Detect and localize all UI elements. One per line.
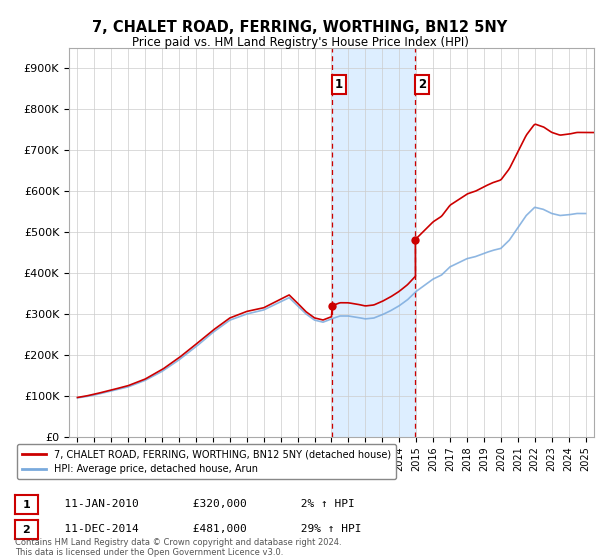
- Text: Price paid vs. HM Land Registry's House Price Index (HPI): Price paid vs. HM Land Registry's House …: [131, 36, 469, 49]
- Text: Contains HM Land Registry data © Crown copyright and database right 2024.
This d: Contains HM Land Registry data © Crown c…: [15, 538, 341, 557]
- Text: 1: 1: [23, 500, 30, 510]
- Text: 7, CHALET ROAD, FERRING, WORTHING, BN12 5NY: 7, CHALET ROAD, FERRING, WORTHING, BN12 …: [92, 20, 508, 35]
- Bar: [332, 48, 415, 437]
- Text: 11-DEC-2014        £481,000        29% ↑ HPI: 11-DEC-2014 £481,000 29% ↑ HPI: [51, 524, 361, 534]
- Legend: 7, CHALET ROAD, FERRING, WORTHING, BN12 5NY (detached house), HPI: Average price: 7, CHALET ROAD, FERRING, WORTHING, BN12 …: [17, 445, 396, 479]
- Text: 2: 2: [23, 525, 30, 535]
- Text: 11-JAN-2010        £320,000        2% ↑ HPI: 11-JAN-2010 £320,000 2% ↑ HPI: [51, 499, 355, 509]
- Text: 2: 2: [418, 78, 426, 91]
- Text: 1: 1: [335, 78, 343, 91]
